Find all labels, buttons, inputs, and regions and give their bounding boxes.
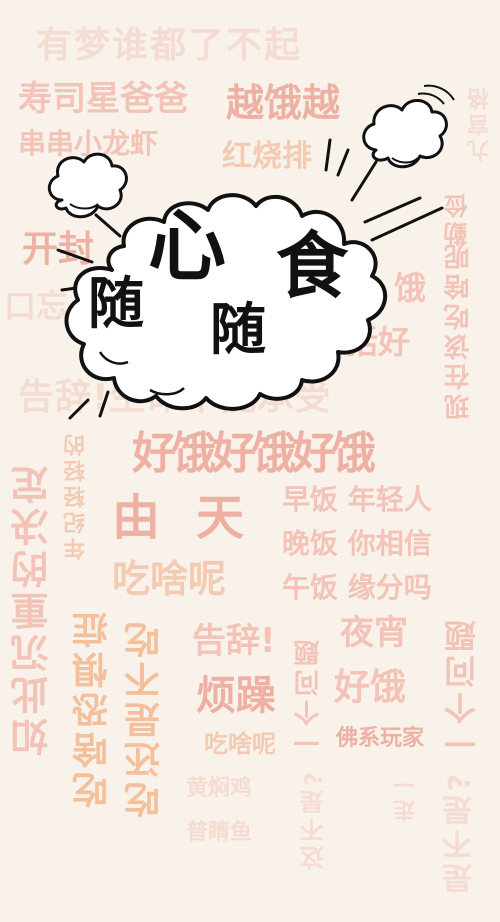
headline-char-sui-1: 随 bbox=[88, 271, 144, 337]
watermark-row: 饿 bbox=[394, 269, 427, 307]
headline-char-sui-2: 随 bbox=[210, 297, 266, 363]
small-cloud-right bbox=[362, 84, 455, 169]
watermark-row: 好饿好饿好饿 bbox=[132, 428, 376, 479]
watermark-row: 晚饭 你相信 bbox=[282, 527, 432, 560]
watermark-row: 串串小龙虾 bbox=[18, 127, 159, 160]
watermark-row: 告辞! bbox=[192, 621, 276, 661]
watermark-row: 佛系玩家 bbox=[336, 726, 425, 751]
headline-char-shi: 食 bbox=[276, 223, 349, 308]
watermark-row: 吃啥呢 bbox=[112, 557, 227, 601]
watermark-row: 吃啥呢 bbox=[204, 730, 276, 758]
watermark-row: 由天 bbox=[112, 490, 281, 546]
watermark-row: 寿司星爸爸 bbox=[18, 79, 188, 119]
small-cloud-left bbox=[47, 152, 128, 219]
watermark-row: 口忘 bbox=[4, 287, 69, 325]
watermark-row: 有梦谁都了不起 bbox=[36, 25, 303, 66]
watermark-row: 越饿越 bbox=[226, 81, 341, 125]
watermark-row: 好饿 bbox=[334, 667, 407, 708]
watermark-row: 夜宵 bbox=[340, 613, 408, 653]
watermark-row: 早饭 年轻人 bbox=[282, 483, 432, 516]
watermark-row: 红烧排 bbox=[222, 139, 312, 174]
watermark-row: 午饭 缘分吗 bbox=[282, 571, 432, 604]
watermark-row: 烦躁 bbox=[196, 673, 276, 719]
watermark-row: 黄焖鸡 bbox=[186, 776, 253, 801]
main-cloud bbox=[64, 193, 388, 411]
watermark-row: 普睛鱼 bbox=[186, 820, 253, 845]
headline-char-xin: 心 bbox=[148, 201, 227, 292]
